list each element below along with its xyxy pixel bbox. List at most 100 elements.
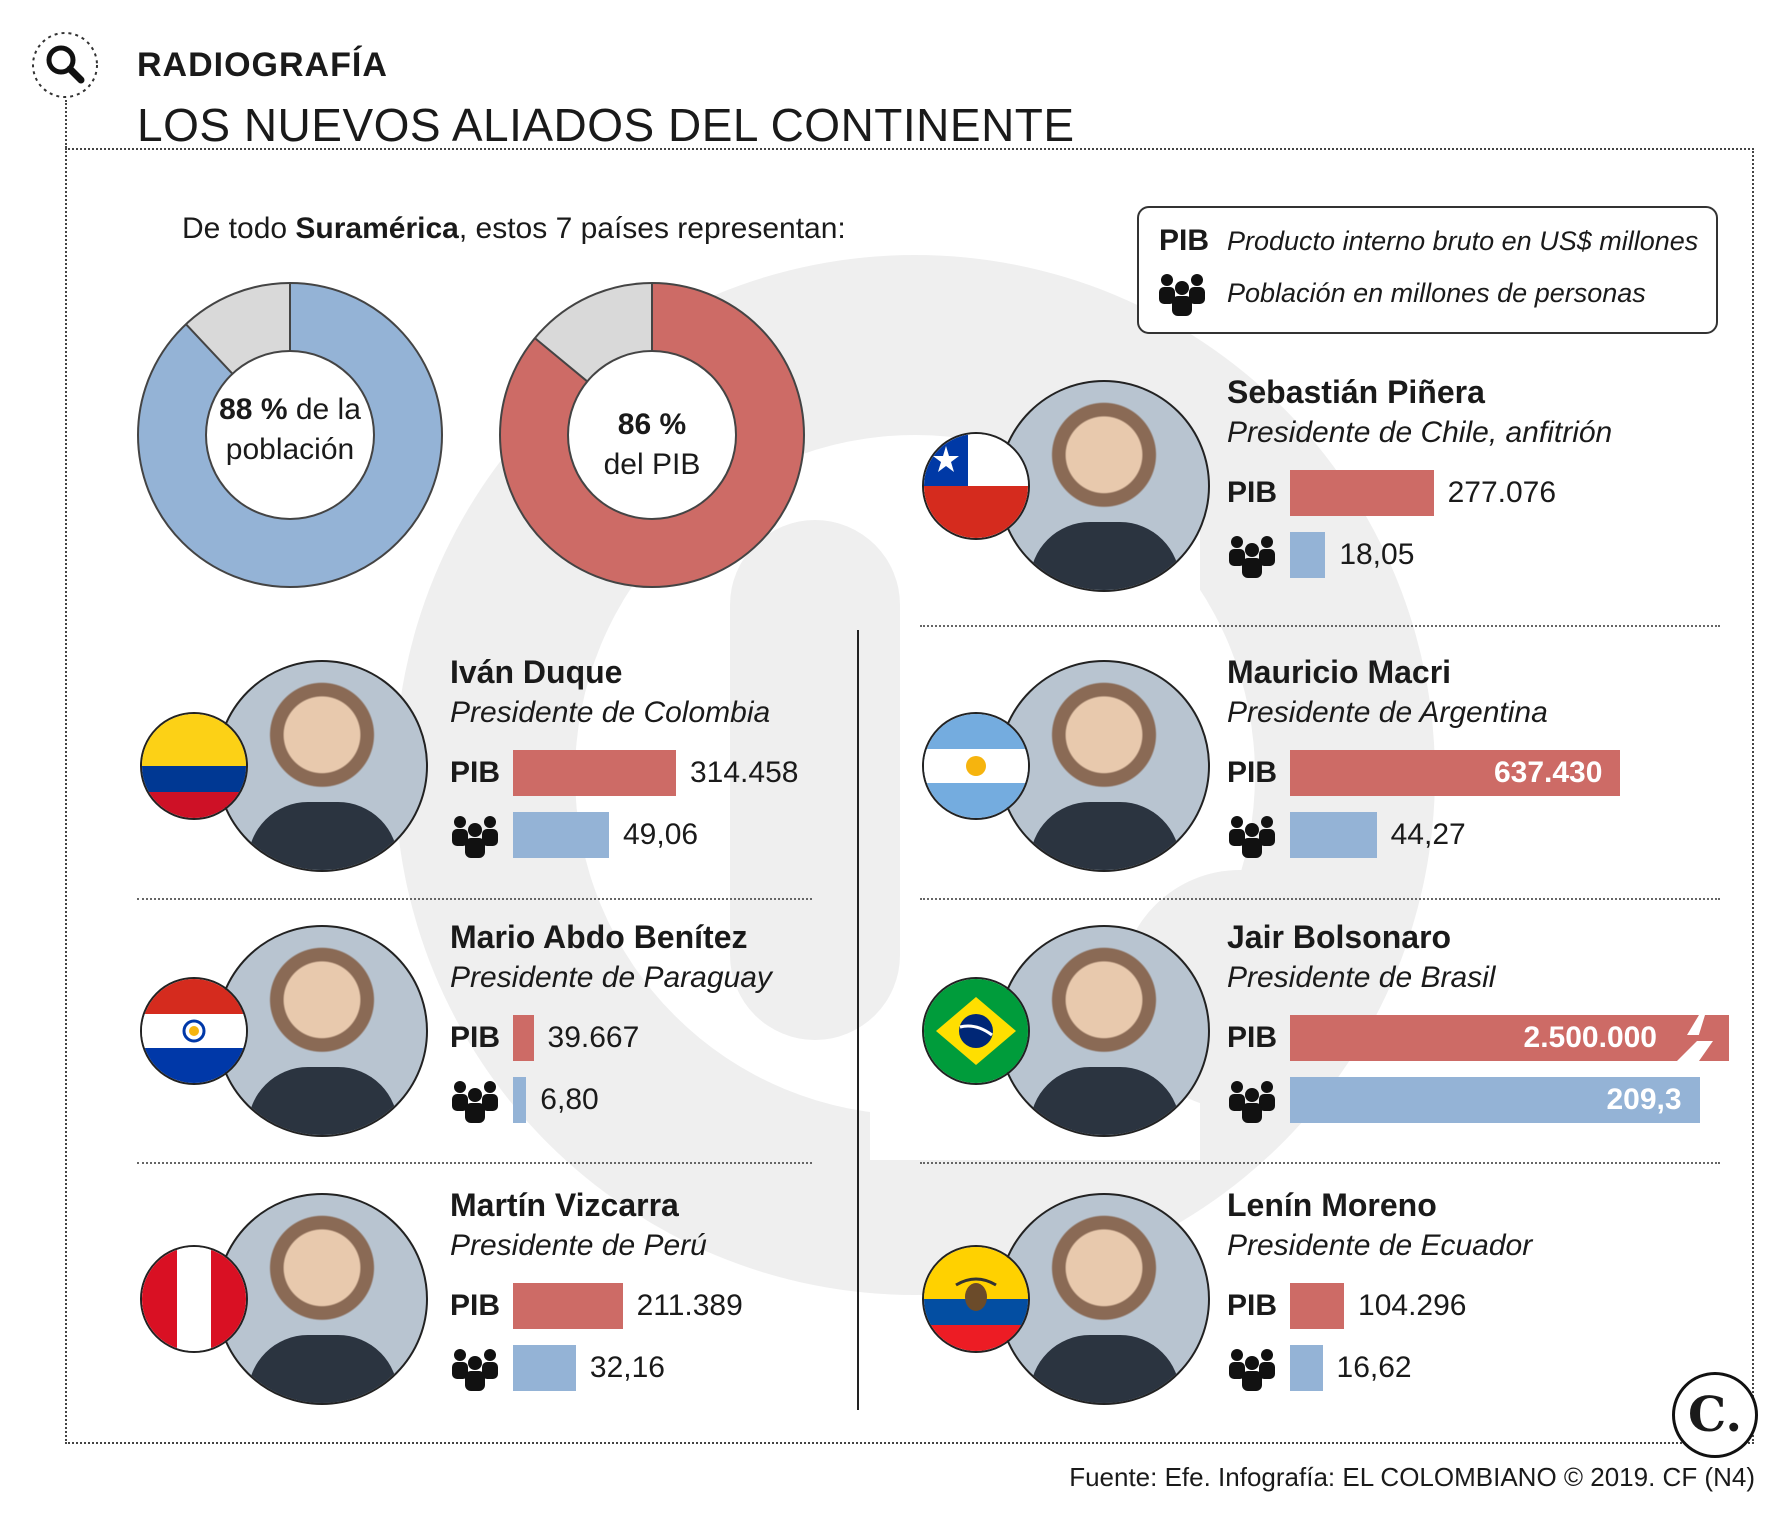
donut-hole bbox=[567, 350, 737, 520]
header-kicker: RADIOGRAFÍA bbox=[137, 46, 388, 84]
population-bar bbox=[1290, 812, 1377, 858]
legend-pop-text: Población en millones de personas bbox=[1227, 278, 1646, 308]
peru-flag-icon bbox=[140, 1245, 248, 1353]
ecuador-flag-icon bbox=[922, 1245, 1030, 1353]
population-value: 16,62 bbox=[1336, 1351, 1412, 1384]
pib-value: 277.076 bbox=[1447, 476, 1557, 509]
pib-key: PIB bbox=[1227, 1289, 1278, 1322]
pib-bar bbox=[513, 750, 676, 796]
president-photo bbox=[216, 925, 428, 1137]
president-name: Iván Duque bbox=[450, 654, 623, 690]
header-connector bbox=[65, 100, 67, 148]
pib-key: PIB bbox=[450, 1021, 501, 1054]
population-value: 6,80 bbox=[540, 1083, 599, 1116]
brazil-flag-icon bbox=[922, 977, 1030, 1085]
donut-outline bbox=[137, 282, 443, 588]
search-icon bbox=[32, 32, 98, 98]
president-name: Lenín Moreno bbox=[1227, 1187, 1437, 1223]
people-icon bbox=[450, 814, 500, 863]
president-role: Presidente de Chile, anfitrión bbox=[1227, 416, 1613, 449]
president-photo bbox=[998, 925, 1210, 1137]
pib-bar bbox=[513, 1015, 534, 1061]
legend-pib-text: Producto interno bruto en US$ millones bbox=[1227, 226, 1699, 256]
pib-bar bbox=[513, 1283, 623, 1329]
president-photo bbox=[216, 660, 428, 872]
legend-pib-key: PIB bbox=[1159, 224, 1210, 257]
donut-slice-share bbox=[138, 283, 442, 587]
axis-break-icon bbox=[1673, 1015, 1729, 1061]
population-donut-label: 88 % de la población bbox=[219, 393, 361, 466]
separator bbox=[920, 1162, 1720, 1164]
legend: PIB Producto interno bruto en US$ millon… bbox=[1137, 206, 1718, 334]
president-name: Sebastián Piñera bbox=[1227, 374, 1485, 410]
pib-key: PIB bbox=[1227, 756, 1278, 789]
column-divider bbox=[857, 630, 859, 1410]
donut-outline bbox=[499, 282, 805, 588]
colombia-flag-icon bbox=[140, 712, 248, 820]
president-name: Mario Abdo Benítez bbox=[450, 919, 748, 955]
argentina-flag-icon bbox=[922, 712, 1030, 820]
pib-donut-chart bbox=[499, 282, 805, 588]
pib-value: 637.430 bbox=[1493, 756, 1603, 789]
paraguay-flag-icon bbox=[140, 977, 248, 1085]
pib-key: PIB bbox=[1227, 1021, 1278, 1054]
donut-slice-share bbox=[500, 283, 804, 587]
president-photo bbox=[998, 1193, 1210, 1405]
president-photo bbox=[998, 660, 1210, 872]
pib-key: PIB bbox=[1227, 476, 1278, 509]
content-frame bbox=[65, 148, 1754, 1444]
pib-key: PIB bbox=[450, 756, 501, 789]
pib-bar bbox=[1290, 1015, 1675, 1061]
population-value: 44,27 bbox=[1390, 818, 1466, 851]
population-bar bbox=[1290, 1077, 1700, 1123]
pib-donut-label: 86 % del PIB bbox=[603, 408, 701, 481]
source-note: Fuente: Efe. Infografía: EL COLOMBIANO ©… bbox=[1069, 1462, 1755, 1492]
president-role: Presidente de Brasil bbox=[1227, 961, 1496, 994]
pib-value: 39.667 bbox=[547, 1021, 640, 1054]
president-role: Presidente de Paraguay bbox=[450, 961, 772, 994]
chile-flag-icon bbox=[922, 432, 1030, 540]
people-icon bbox=[1227, 814, 1277, 863]
president-name: Mauricio Macri bbox=[1227, 654, 1452, 690]
president-name: Jair Bolsonaro bbox=[1227, 919, 1452, 955]
separator bbox=[137, 1162, 812, 1164]
president-name: Martín Vizcarra bbox=[450, 1187, 679, 1223]
donut-slice-border bbox=[534, 337, 588, 383]
population-value: 209,3 bbox=[1606, 1083, 1682, 1116]
donut-hole bbox=[205, 350, 375, 520]
pib-value: 211.389 bbox=[636, 1289, 743, 1322]
pib-value: 314.458 bbox=[690, 756, 799, 789]
people-icon bbox=[1227, 1079, 1277, 1128]
population-value: 18,05 bbox=[1339, 538, 1415, 571]
population-bar bbox=[513, 1345, 576, 1391]
separator bbox=[137, 898, 812, 900]
president-photo bbox=[998, 380, 1210, 592]
pib-value: 104.296 bbox=[1358, 1289, 1467, 1322]
population-bar bbox=[513, 812, 609, 858]
separator bbox=[920, 898, 1720, 900]
people-icon bbox=[1227, 1347, 1277, 1396]
pib-bar bbox=[1290, 470, 1434, 516]
population-value: 49,06 bbox=[623, 818, 699, 851]
population-bar bbox=[513, 1077, 527, 1123]
pib-key: PIB bbox=[450, 1289, 501, 1322]
donut-slice-rest bbox=[185, 283, 292, 375]
president-role: Presidente de Perú bbox=[450, 1229, 707, 1262]
donut-slice-rest bbox=[534, 283, 654, 383]
pib-value: 2.500.000 bbox=[1523, 1021, 1657, 1054]
people-icon bbox=[450, 1079, 500, 1128]
separator bbox=[920, 625, 1720, 627]
intro-text: De todo Suramérica, estos 7 países repre… bbox=[182, 212, 846, 245]
people-icon bbox=[1227, 534, 1277, 583]
population-value: 32,16 bbox=[589, 1351, 665, 1384]
pib-bar bbox=[1290, 1283, 1345, 1329]
page-title: LOS NUEVOS ALIADOS DEL CONTINENTE bbox=[137, 99, 1075, 151]
people-icon bbox=[450, 1347, 500, 1396]
pib-bar bbox=[1290, 750, 1621, 796]
population-bar bbox=[1290, 1345, 1323, 1391]
people-icon bbox=[1159, 274, 1205, 316]
population-bar bbox=[1290, 532, 1326, 578]
population-donut-chart bbox=[137, 282, 443, 588]
president-role: Presidente de Argentina bbox=[1227, 696, 1548, 729]
president-role: Presidente de Colombia bbox=[450, 696, 771, 729]
